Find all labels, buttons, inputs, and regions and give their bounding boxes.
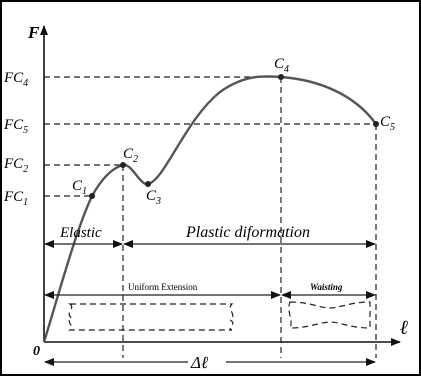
region-label: Waisting — [310, 282, 343, 292]
origin-label: 0 — [33, 344, 40, 359]
diagram: F ℓ 0 FC4 FC5 FC2 FC1 C1 C2 C3 C4 C5 Ela… — [0, 0, 421, 376]
frame — [1, 1, 420, 375]
region-label: Plastic diformation — [185, 224, 310, 241]
delta-label: Δℓ — [190, 353, 208, 372]
region-label: Uniform Extension — [128, 282, 198, 292]
region-label: Elastic — [59, 225, 102, 241]
y-axis-label: F — [27, 23, 40, 42]
x-axis-label: ℓ — [400, 317, 409, 339]
